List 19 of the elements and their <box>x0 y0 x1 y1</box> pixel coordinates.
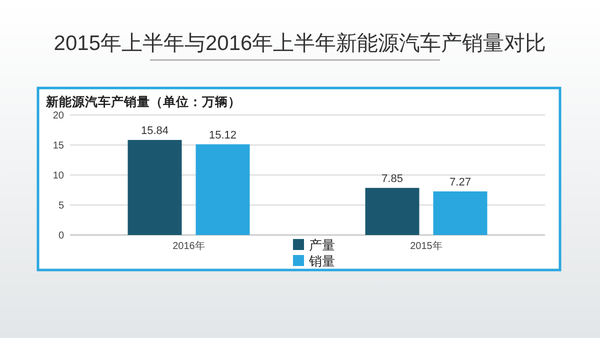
chart-subtitle: 新能源汽车产销量（单位：万辆） <box>45 94 241 109</box>
bar <box>128 140 182 235</box>
data-label: 15.12 <box>208 129 237 142</box>
y-tick-label: 0 <box>58 230 64 242</box>
x-tick-label: 2016年 <box>172 240 205 252</box>
y-tick-label: 10 <box>52 170 64 182</box>
y-tick-label: 15 <box>52 140 64 152</box>
legend-label: 产量 <box>309 238 335 252</box>
y-tick-label: 20 <box>52 110 64 122</box>
data-label: 7.27 <box>450 176 471 188</box>
data-label: 15.84 <box>140 124 169 137</box>
legend-label: 销量 <box>308 254 335 268</box>
x-tick-label: 2015年 <box>410 240 442 252</box>
bar <box>433 191 488 235</box>
y-tick-label: 5 <box>58 200 64 212</box>
bar <box>365 188 420 235</box>
bar <box>196 144 250 235</box>
chart-title: 2015年上半年与2016年上半年新能源汽车产销量对比 <box>54 32 546 55</box>
data-label: 7.85 <box>382 172 403 185</box>
